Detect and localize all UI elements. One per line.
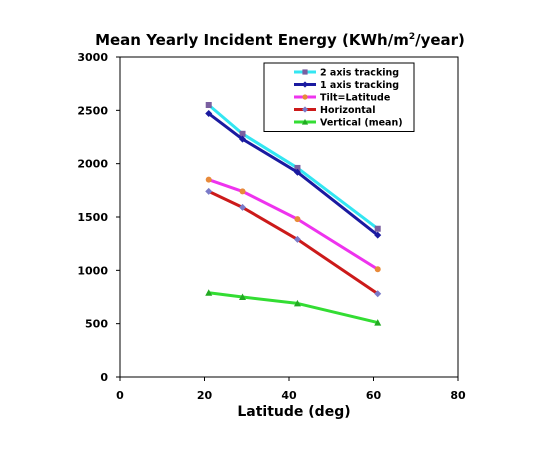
data-point [239,203,247,211]
series-line [207,103,380,231]
data-point [205,187,213,195]
legend-marker [301,106,309,113]
y-tick-label: 0 [100,371,108,384]
legend-label: 2 axis tracking [320,68,399,79]
series-2 [205,176,381,273]
data-point [374,319,382,326]
legend-label: 1 axis tracking [320,80,399,91]
legend-marker [301,118,309,125]
data-point [294,164,301,171]
data-point [374,231,382,239]
data-point [239,135,247,143]
data-point [374,290,382,298]
legend-marker [301,81,309,88]
x-tick-label: 20 [197,389,213,402]
series-line [207,112,380,237]
series-line [207,178,380,271]
series-layer [205,102,382,326]
series-1 [205,110,382,239]
legend-marker [302,69,308,75]
y-tick-label: 2000 [77,158,108,171]
legend-marker [302,94,308,100]
legend-label: Tilt=Latitude [320,93,390,104]
x-tick-label: 40 [281,389,297,402]
x-tick-label: 60 [366,389,382,402]
y-tick-label: 1000 [77,264,108,277]
series-4 [205,289,382,326]
data-point [239,188,246,195]
data-point [374,266,381,273]
y-axis: 0 500 1000 1500 2000 2500 3000 [77,51,120,384]
data-point [374,225,381,232]
x-tick-label: 0 [116,389,124,402]
data-point [294,216,301,223]
y-tick-label: 3000 [77,51,108,64]
series-line [207,189,380,296]
x-axis: 0 20 40 60 80 [116,377,466,402]
data-point [205,110,213,118]
data-point [239,130,246,137]
y-tick-label: 1500 [77,211,108,224]
data-point [205,289,213,296]
legend-label: Horizontal [320,105,375,116]
x-tick-label: 80 [450,389,466,402]
series-0 [205,102,381,232]
y-tick-label: 500 [85,318,108,331]
data-point [239,293,247,300]
data-point [293,299,301,307]
legend-label: Vertical (mean) [320,118,403,129]
data-point [205,102,212,108]
series-3 [205,187,382,298]
series-line [207,291,380,325]
x-axis-title: Latitude (deg) [237,404,350,420]
data-point [205,176,212,183]
y-tick-label: 2500 [77,104,108,117]
legend-box [263,62,415,132]
chart-title: Mean Yearly Incident Energy (KWh/m2/year… [95,31,465,49]
data-point [293,168,301,176]
data-point [293,235,301,243]
